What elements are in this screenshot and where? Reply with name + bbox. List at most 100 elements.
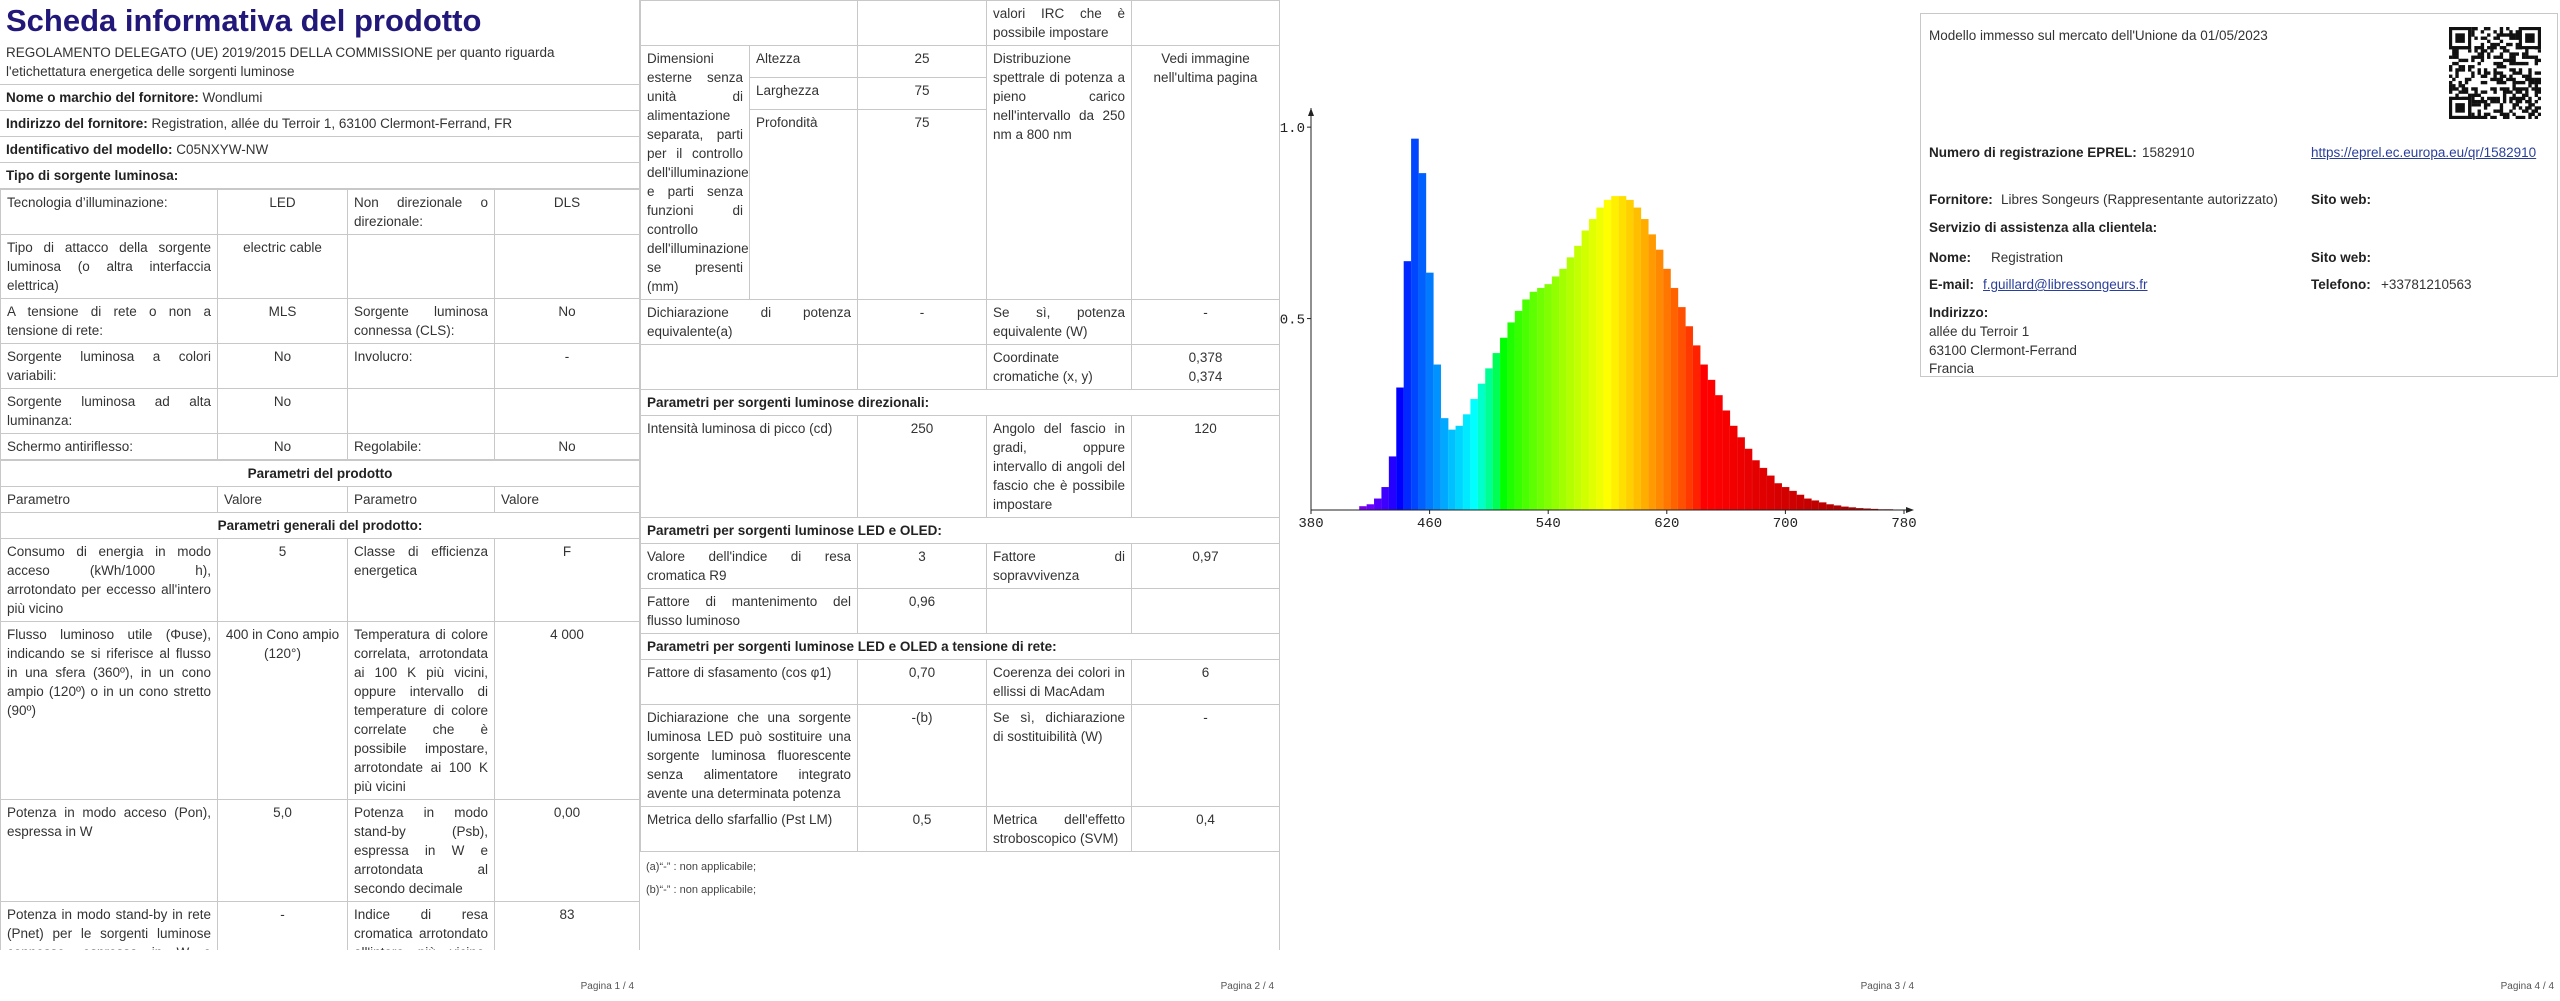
bar [1507, 322, 1516, 511]
qr-module [2525, 55, 2529, 59]
value: 0,374 [1188, 369, 1223, 384]
qr-module [2525, 61, 2529, 66]
qr-module [2461, 84, 2466, 88]
qr-module [2480, 55, 2485, 59]
qr-module [2521, 87, 2526, 91]
qr-module [2483, 49, 2488, 53]
page-content: valori IRC che è possibile impostare Dim… [640, 0, 1280, 950]
qr-module [2480, 42, 2485, 47]
bar [1803, 498, 1812, 511]
qr-module [2496, 80, 2500, 85]
qr-module [2477, 115, 2481, 119]
email-link[interactable]: f.guillard@libressongeurs.fr [1983, 277, 2148, 292]
page-number: Pagina 4 / 4 [2500, 981, 2554, 992]
qr-module [2468, 93, 2472, 97]
column-header: Valore [493, 486, 639, 513]
y-tick-label: 0.5 [1280, 313, 1305, 329]
qr-module [2502, 87, 2507, 91]
qr-module [2534, 87, 2539, 91]
qr-module [2480, 36, 2485, 40]
qr-module [2509, 36, 2513, 40]
qr-module [2531, 55, 2535, 59]
qr-module [2480, 80, 2485, 85]
eprel-link[interactable]: https://eprel.ec.europa.eu/qr/1582910 [2311, 145, 2537, 160]
qr-module [2455, 49, 2459, 53]
qr-module [2493, 71, 2497, 75]
bar [1618, 195, 1627, 511]
qr-module [2499, 103, 2504, 107]
qr-module [2477, 109, 2481, 113]
label: Telefono: [2311, 277, 2371, 292]
qr-module [2512, 84, 2516, 88]
qr-module [2468, 68, 2472, 72]
qr-module [2493, 42, 2497, 47]
qr-module [2528, 96, 2532, 101]
qr-module [2474, 103, 2478, 107]
qr-module [2502, 49, 2507, 53]
qr-module [2515, 61, 2519, 66]
qr-module [2496, 61, 2500, 66]
cell: 0,97 [1131, 543, 1279, 589]
qr-module [2477, 46, 2481, 50]
x-tick-label: 460 [1417, 516, 1442, 532]
qr-module [2487, 103, 2491, 107]
cell: 0,4 [1131, 806, 1279, 852]
qr-module [2496, 96, 2500, 101]
qr-module [2483, 103, 2488, 107]
qr-module [2499, 55, 2504, 59]
qr-module [2499, 80, 2504, 85]
address-line: 63100 Clermont-Ferrand [1929, 343, 2077, 358]
qr-module [2452, 55, 2456, 59]
column-header: Valore [217, 486, 348, 513]
cell: Se sì, potenza equivalente (W) [986, 299, 1132, 345]
qr-code [2449, 27, 2541, 119]
qr-module [2512, 52, 2516, 56]
qr-module [2502, 33, 2507, 37]
row: Parametri per sorgenti luminose LED e OL… [640, 633, 1279, 660]
row: Coordinate cromatiche (x, y) 0,378 0,374 [640, 344, 1279, 390]
qr-module [2509, 109, 2513, 113]
cell: 250 [857, 415, 987, 518]
qr-module [2515, 36, 2519, 40]
x-tick-label: 620 [1654, 516, 1679, 532]
y-axis-arrow [1308, 108, 1314, 116]
qr-module [2452, 61, 2456, 66]
qr-module [2474, 49, 2478, 53]
bar [1581, 230, 1590, 511]
qr-module [2477, 103, 2481, 107]
bar [1692, 345, 1701, 511]
cell: 83 [493, 901, 639, 950]
qr-module [2531, 103, 2535, 107]
qr-module [2521, 93, 2526, 97]
qr-module [2461, 87, 2466, 91]
qr-module [2537, 96, 2541, 101]
qr-module [2537, 112, 2541, 117]
row: Tecnologia d’illuminazione: LED Non direzi… [0, 189, 639, 235]
cell: Involucro: [347, 343, 495, 389]
qr-module [2534, 61, 2539, 66]
cell: Consumo di energia in modo acceso (kWh/1… [0, 538, 218, 622]
qr-module [2512, 55, 2516, 59]
bar [1811, 500, 1820, 511]
qr-module [2509, 68, 2513, 72]
bar [1766, 475, 1775, 511]
row: Potenza in modo acceso (Pon), espressa i… [0, 799, 639, 902]
cell: Intensità luminosa di picco (cd) [640, 415, 858, 518]
bar [1781, 486, 1790, 511]
bar [1603, 199, 1612, 511]
qr-module [2496, 55, 2500, 59]
x-tick-label: 780 [1891, 516, 1916, 532]
qr-module [2515, 30, 2519, 34]
qr-module [2499, 106, 2504, 110]
qr-module [2471, 93, 2475, 97]
qr-module [2506, 90, 2510, 94]
qr-module [2493, 68, 2497, 72]
qr-module [2477, 55, 2481, 59]
cell: 75 [857, 77, 987, 110]
qr-module [2515, 80, 2519, 85]
row: Parametri generali del prodotto: [0, 512, 639, 539]
label: Sito web: [2311, 192, 2371, 207]
qr-module [2525, 33, 2535, 43]
qr-module [2509, 96, 2513, 101]
qr-module [2515, 71, 2519, 75]
